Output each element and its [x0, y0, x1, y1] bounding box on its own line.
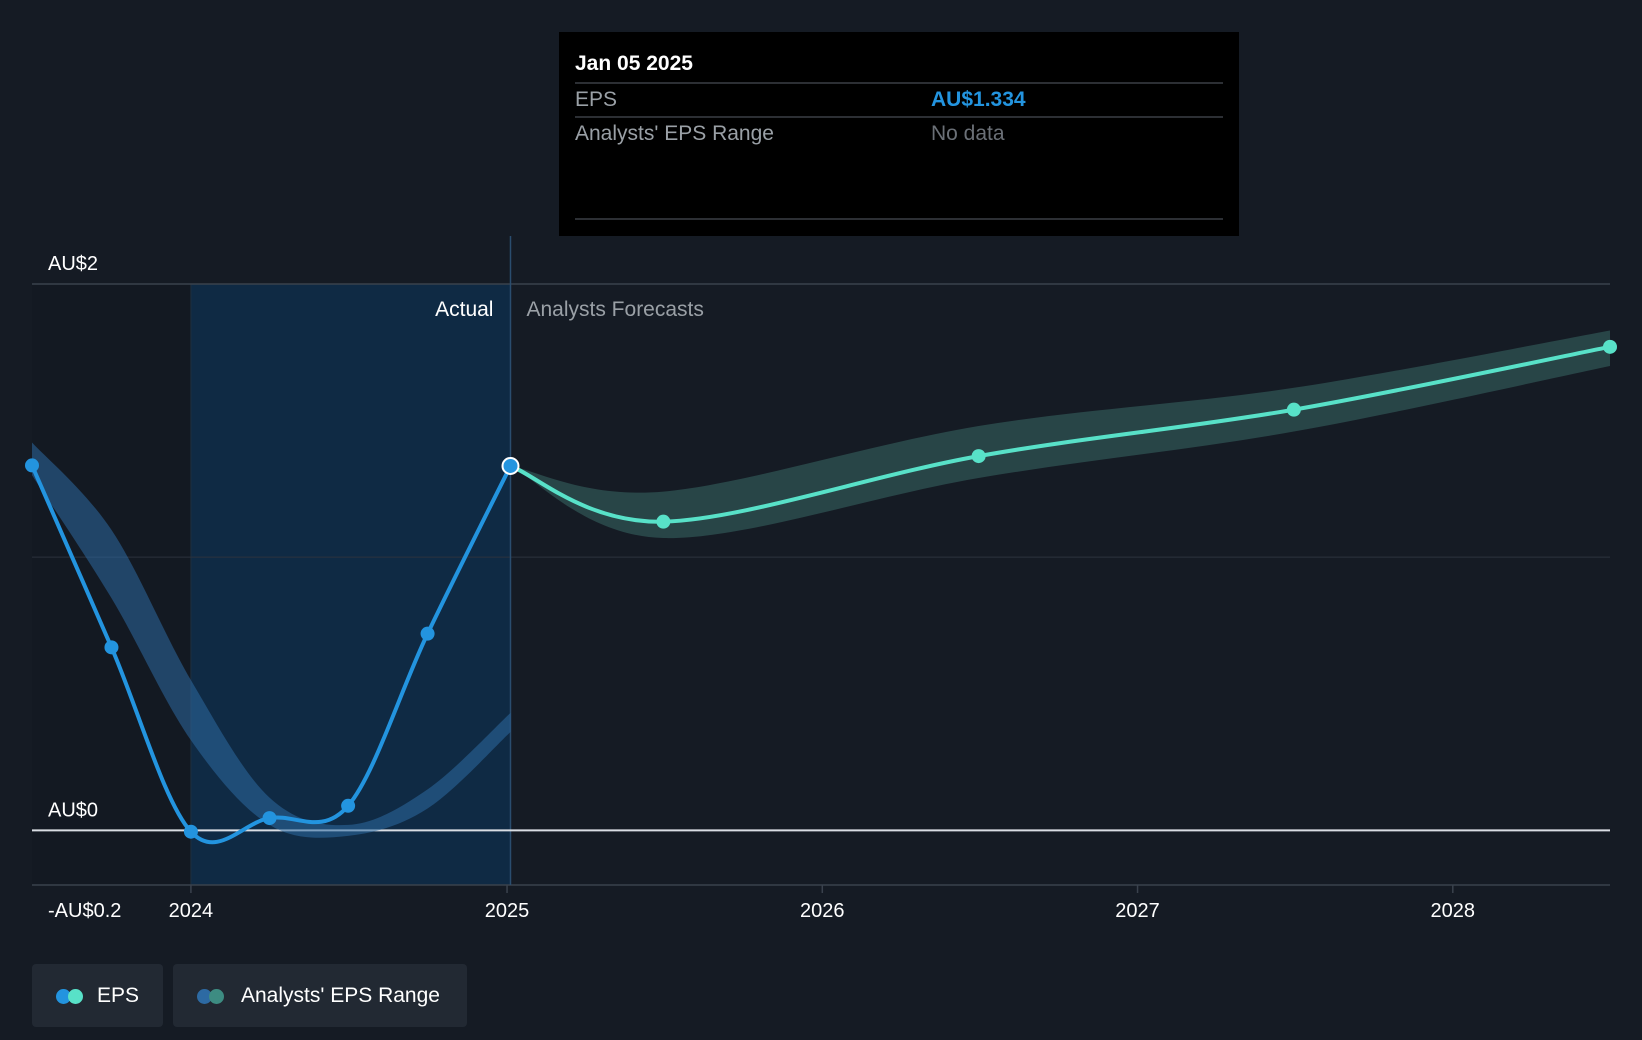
y-tick-label: AU$2 [48, 253, 98, 275]
legend-analysts-range[interactable]: Analysts' EPS Range [173, 964, 467, 1027]
forecast-eps-point [656, 514, 671, 529]
x-tick-label: 2027 [1115, 900, 1160, 922]
forecast-range-band [510, 330, 1611, 539]
actual-eps-point [183, 824, 198, 839]
forecast-eps-point [1603, 339, 1617, 354]
x-tick-label: 2025 [485, 900, 530, 922]
actual-eps-point-highlighted [501, 456, 520, 475]
legend-eps-label: EPS [96, 983, 139, 1007]
legend-eps[interactable]: EPS [32, 964, 163, 1027]
tooltip: Jan 05 2025 EPS AU$1.334 Analysts' EPS R… [559, 32, 1239, 236]
actual-eps-point [104, 640, 119, 655]
x-tick-label: 2024 [169, 900, 214, 922]
x-tick-label: 2026 [800, 900, 845, 922]
actual-eps-point [341, 798, 356, 813]
forecast-region-label: Analysts Forecasts [526, 298, 703, 321]
actual-region-label: Actual [435, 298, 493, 321]
tooltip-eps-value: AU$1.334 [931, 88, 1026, 111]
eps-legend-icon [56, 988, 85, 1004]
forecast-eps-point [971, 449, 986, 464]
tooltip-box [559, 32, 1239, 236]
actual-eps-point [262, 811, 277, 826]
actual-eps-point [25, 458, 39, 473]
forecast-eps-line [508, 344, 1612, 524]
legend-range-label: Analysts' EPS Range [241, 983, 440, 1007]
tooltip-eps-label: EPS [575, 88, 617, 111]
y-tick-label: -AU$0.2 [48, 900, 121, 922]
range-legend-icon [197, 988, 229, 1004]
x-tick-label: 2028 [1431, 900, 1476, 922]
forecast-eps-point [1286, 402, 1301, 417]
eps-points [25, 339, 1617, 839]
tooltip-range-value: No data [931, 122, 1005, 145]
range-bands [32, 330, 1611, 838]
axis-labels: AU$2 AU$0 -AU$0.2 2024 2025 2026 2027 2028 Actua… [48, 253, 1475, 922]
y-tick-label: AU$0 [48, 799, 98, 821]
tooltip-range-label: Analysts' EPS Range [575, 122, 774, 145]
tooltip-date: Jan 05 2025 [575, 52, 693, 75]
actual-eps-point [420, 626, 435, 641]
